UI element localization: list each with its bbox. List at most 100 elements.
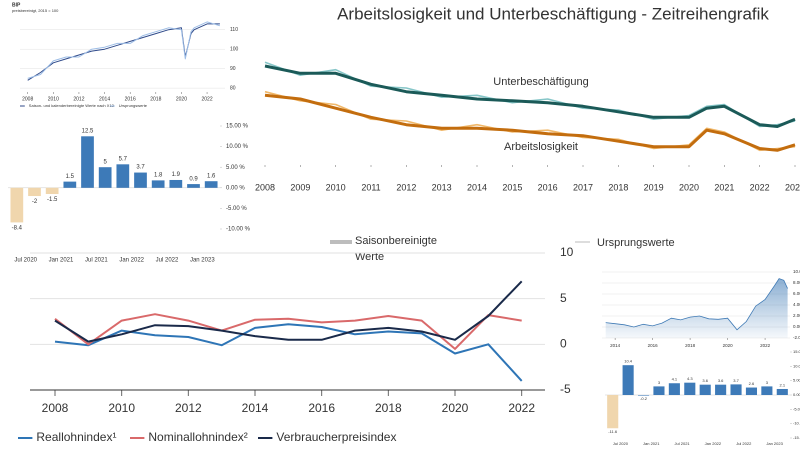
y-tick-label: 15.00 % [226, 124, 249, 130]
x-tick-label: 2013 [432, 182, 452, 192]
value-label: 0.9 [189, 176, 198, 182]
area [605, 278, 788, 338]
value-label: 2.1 [780, 382, 786, 387]
x-tick-label: Jan 2023 [190, 258, 215, 264]
x-tick-label: Jul 2021 [85, 258, 108, 264]
x-tick-label: 2018 [608, 182, 628, 192]
value-label: 4.3 [687, 376, 693, 381]
bar [63, 181, 77, 188]
x-tick-label: 2020 [679, 182, 699, 192]
y-tick-label: 0.00 % [793, 324, 800, 329]
y-tick-label: 4.00 % [793, 302, 800, 307]
bar [637, 395, 650, 396]
x-tick-label: 2011 [361, 182, 380, 192]
x-tick-label: 2015 [502, 182, 522, 192]
y-tick-label: -2.00 % [793, 335, 800, 340]
y-tick-label: 2.00 % [793, 313, 800, 318]
series-line [264, 64, 796, 128]
x-tick-label: 2010 [108, 401, 135, 415]
bar [653, 386, 665, 395]
chart-subtitle: preisbereinigt, 2015 = 100 [12, 8, 59, 13]
x-tick-label: 2022 [508, 401, 535, 415]
value-label: 3 [658, 380, 661, 385]
value-label: 1.6 [207, 173, 216, 179]
x-tick-label: 2016 [538, 182, 558, 192]
y-tick-label: 10 [560, 245, 574, 259]
value-label: -2 [32, 199, 38, 205]
value-label: -0.2 [640, 396, 648, 401]
x-tick-label: 2008 [42, 401, 69, 415]
series-line [54, 313, 522, 350]
x-tick-label: 2020 [723, 343, 734, 348]
x-tick-label: Jan 2021 [49, 258, 74, 264]
y-tick-label: 10.00 % [793, 269, 800, 274]
y-tick-label: -5.00 % [226, 206, 247, 212]
bar [730, 384, 742, 395]
x-tick-label: 2023 [785, 182, 800, 192]
value-label: 5.7 [119, 156, 128, 162]
x-tick-label: Jul 2020 [14, 258, 37, 264]
x-tick-label: Jan 2022 [119, 258, 144, 264]
bar [116, 164, 130, 188]
x-tick-label: Jan 2022 [705, 441, 722, 446]
legend-label: Saisonbereinigte Werte [355, 235, 437, 263]
x-tick-label: 2012 [396, 182, 416, 192]
x-tick-label: Jul 2020 [613, 441, 629, 446]
bar [187, 184, 200, 188]
legend-label: Saison- und kalenderbereinigte Werte nac… [29, 103, 115, 108]
value-label: 10.4 [624, 359, 633, 364]
bar [45, 187, 59, 194]
x-tick-label: Jul 2022 [156, 258, 179, 264]
y-tick-label: 80 [230, 85, 236, 91]
legend-label: Ursprungswerte [119, 103, 148, 108]
y-tick-label: 6.00 % [793, 291, 800, 296]
bar [761, 386, 773, 395]
value-label: -11.6 [608, 429, 618, 434]
x-tick-label: 2016 [648, 343, 659, 348]
x-tick-label: 2008 [22, 96, 33, 102]
x-tick-label: 2018 [375, 401, 402, 415]
x-tick-label: 2012 [73, 96, 84, 102]
y-tick-label: -5 [560, 382, 571, 396]
x-tick-label: 2010 [48, 96, 59, 102]
y-tick-label: 90 [230, 66, 236, 72]
x-tick-label: 2009 [290, 182, 310, 192]
x-tick-label: 2016 [125, 96, 136, 102]
bar [684, 382, 696, 395]
y-tick-label: 110 [230, 27, 238, 33]
value-label: -8.4 [12, 225, 23, 231]
x-tick-label: 2018 [150, 96, 161, 102]
legend-box: Saisonbereinigte Werte [355, 235, 437, 263]
bar [668, 383, 680, 395]
y-tick-label: 0.00 % [793, 392, 800, 397]
x-tick-label: Jul 2022 [736, 441, 752, 446]
x-tick-label: 2010 [326, 182, 346, 192]
x-tick-label: Jan 2023 [766, 441, 783, 446]
x-tick-label: 2014 [99, 96, 110, 102]
x-tick-label: 2008 [255, 182, 275, 192]
y-tick-label: 8.00 % [793, 280, 800, 285]
series-line [264, 93, 796, 152]
bar [745, 387, 758, 395]
x-tick-label: 2014 [610, 343, 621, 348]
chart-panel: Arbeitslosigkeit und Unterbeschäftigung … [255, 4, 800, 263]
x-tick-label: 2022 [202, 96, 213, 102]
value-label: -1.5 [47, 197, 58, 203]
value-label: 5 [103, 159, 107, 165]
bar [10, 187, 24, 223]
y-tick-label: 10.00 % [793, 363, 800, 368]
y-tick-label: 0 [560, 337, 567, 351]
x-tick-label: 2020 [176, 96, 187, 102]
x-tick-label: 2022 [750, 182, 770, 192]
value-label: 3.6 [702, 378, 708, 383]
bar [28, 187, 41, 197]
bar [134, 172, 147, 188]
bar [776, 388, 788, 395]
y-tick-label: 5.00 % [226, 165, 245, 171]
value-label: 3.7 [136, 165, 145, 171]
bar [699, 384, 711, 395]
x-tick-label: 2014 [467, 182, 487, 192]
